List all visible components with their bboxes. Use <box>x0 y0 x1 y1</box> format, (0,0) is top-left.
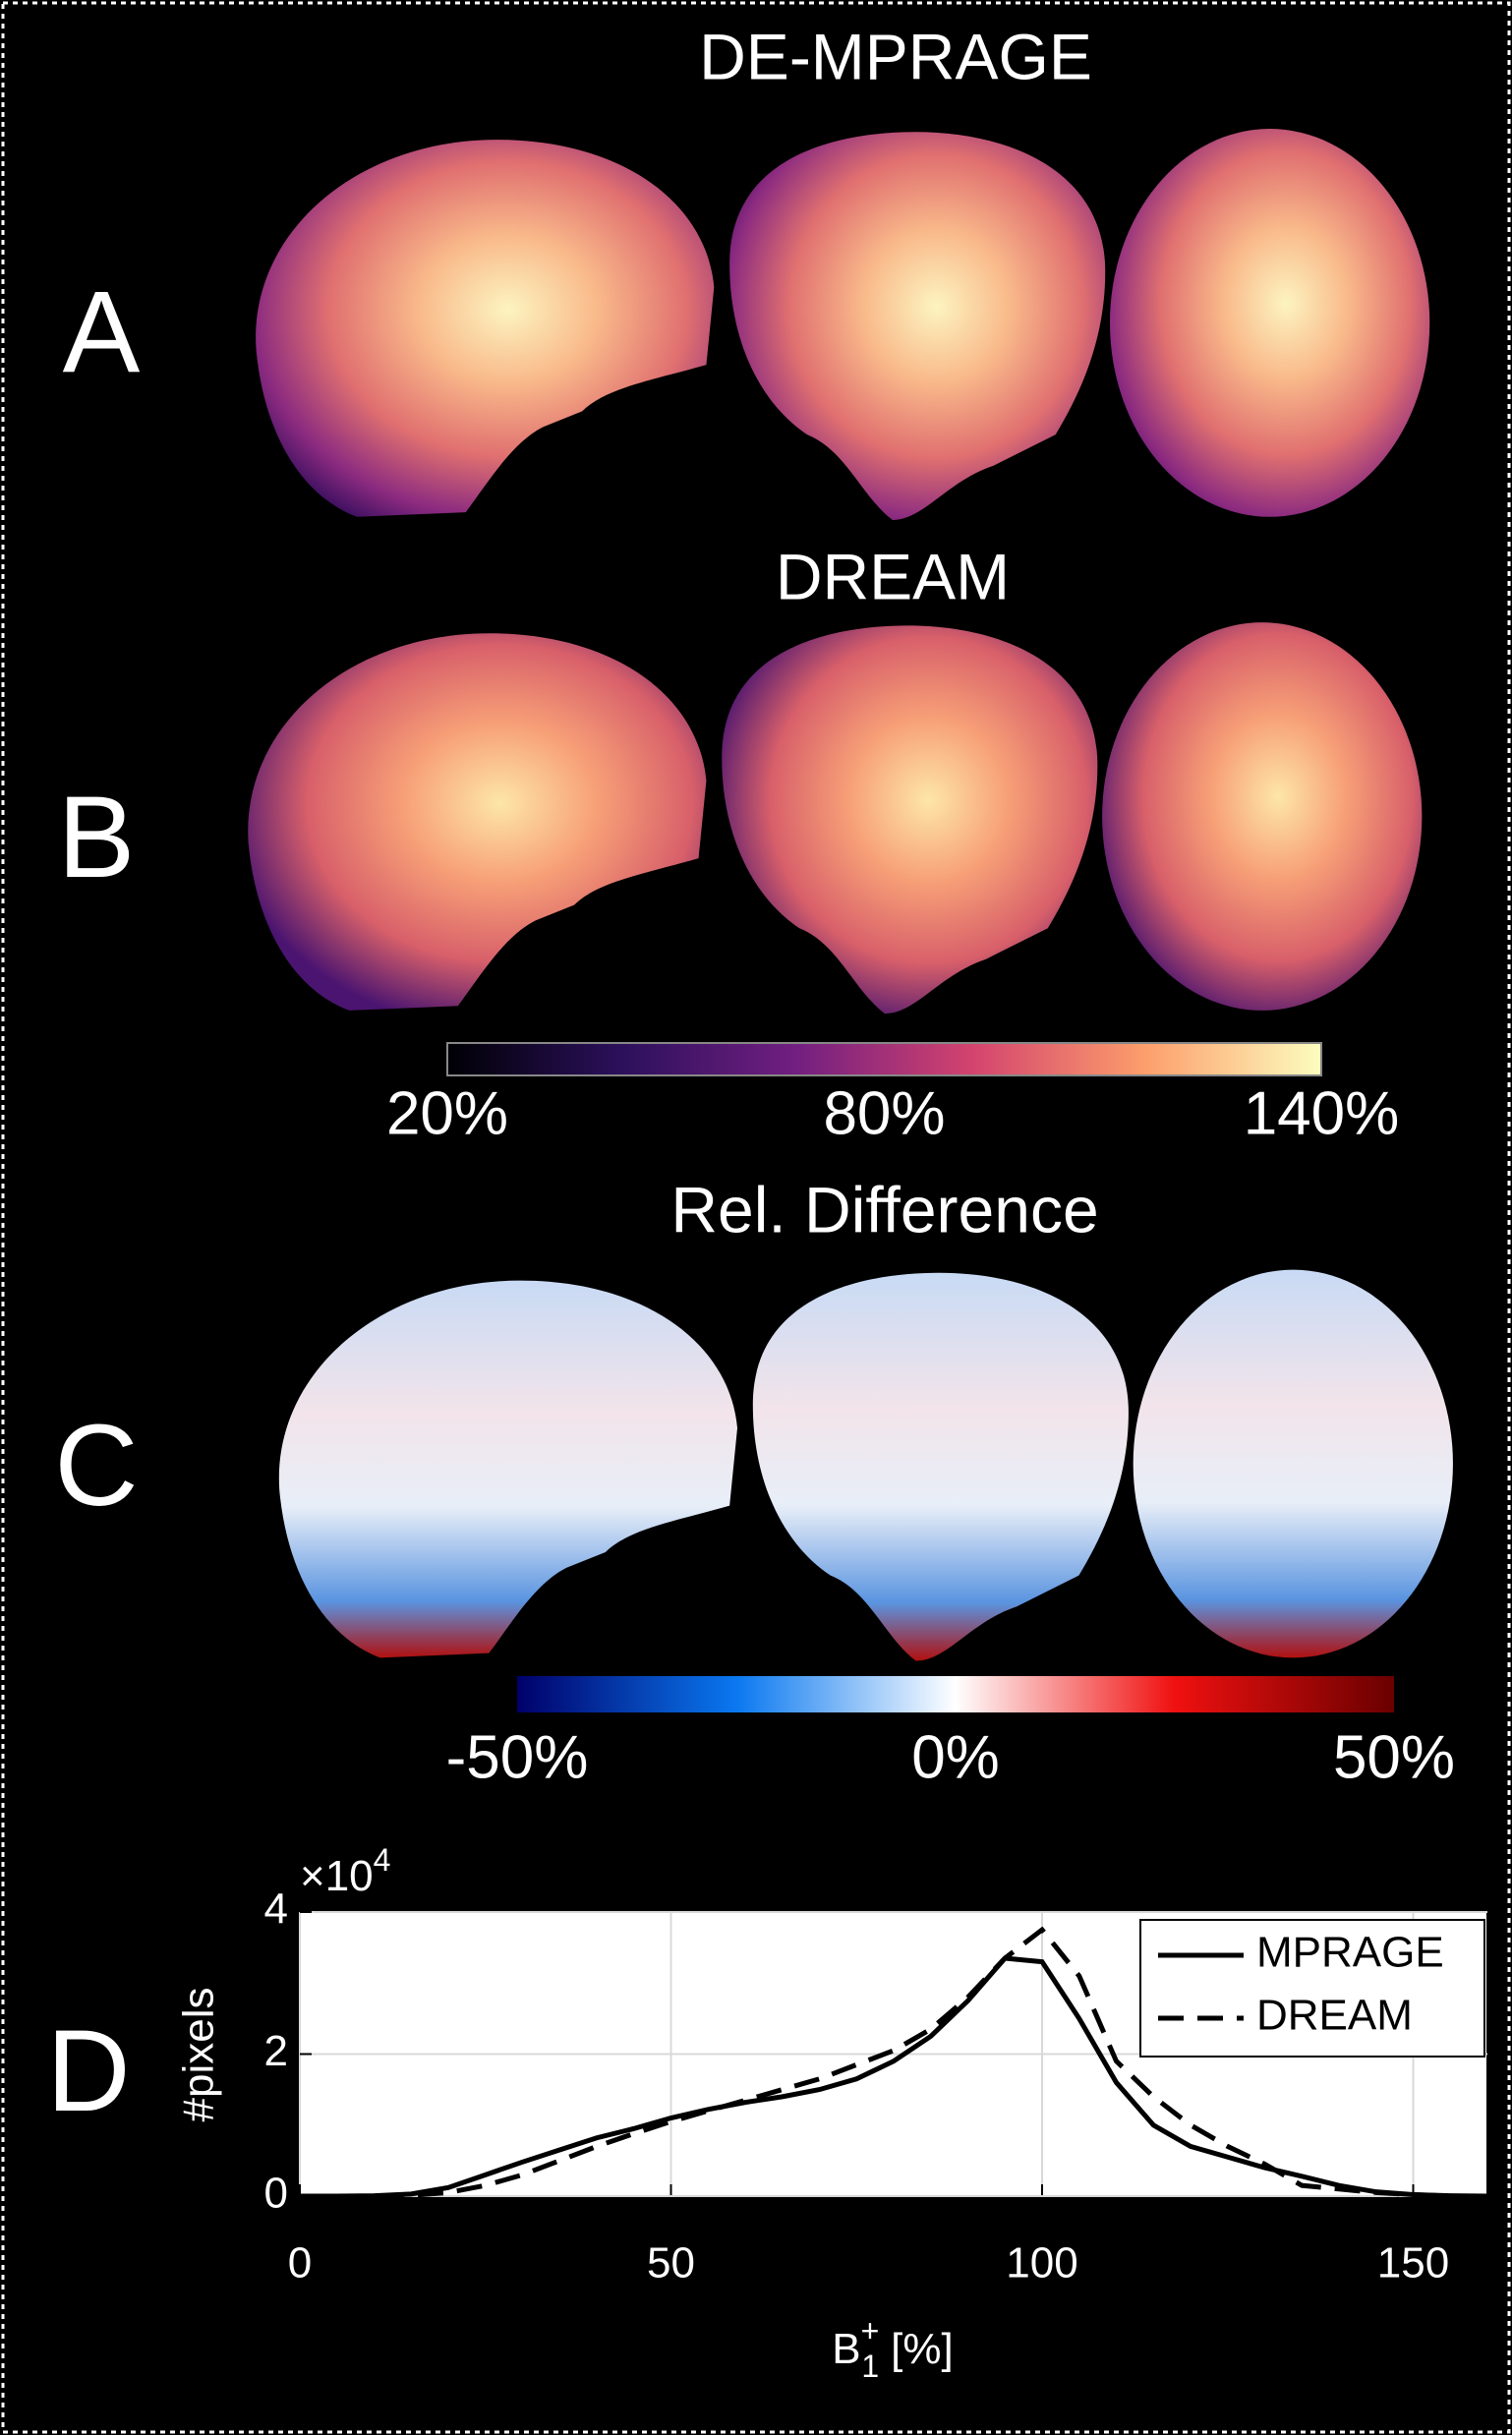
panel-label: B <box>58 773 136 902</box>
image-sagittal-a <box>256 140 715 517</box>
colorbar-tick-label: 80% <box>823 1079 945 1147</box>
colorbar-tick-label: 20% <box>386 1079 508 1147</box>
legend-label: MPRAGE <box>1256 1929 1444 1977</box>
colorbar <box>446 1042 1322 1076</box>
x-label-base: B <box>832 2325 860 2373</box>
image-axial-c <box>1133 1269 1453 1658</box>
image-title: DREAM <box>776 540 1010 612</box>
x-label-subscript: 1 <box>861 2348 879 2384</box>
legend-box <box>1139 1919 1485 2058</box>
image-sagittal-b <box>248 633 707 1011</box>
x-tick-label: 0 <box>288 2239 312 2288</box>
y-scale-exponent: 4 <box>374 1842 391 1878</box>
x-tick-label: 50 <box>647 2239 695 2288</box>
image-coronal-c <box>752 1272 1129 1661</box>
image-title: Rel. Difference <box>670 1173 1098 1246</box>
y-axis-label: #pixels <box>175 1988 223 2122</box>
colorbar <box>517 1676 1394 1712</box>
image-coronal-a <box>729 132 1106 520</box>
y-tick-label: 0 <box>264 2170 288 2218</box>
panel-label: D <box>46 2006 130 2136</box>
image-axial-b <box>1102 622 1423 1011</box>
y-tick-label: 4 <box>264 1885 288 1934</box>
colorbar-tick-label: -50% <box>446 1723 589 1791</box>
y-scale-label: ×104 <box>300 1842 390 1899</box>
image-sagittal-c <box>278 1280 738 1658</box>
brain-images <box>248 129 1453 1661</box>
y-tick-label: 2 <box>264 2027 288 2075</box>
image-title: DE-MPRAGE <box>699 20 1092 92</box>
x-axis-label: B+ 1 [%] <box>832 2313 953 2384</box>
image-coronal-b <box>722 625 1098 1015</box>
x-label-superscript: + <box>861 2313 880 2348</box>
x-tick-label: 100 <box>1006 2239 1077 2288</box>
x-tick-label: 150 <box>1377 2239 1449 2288</box>
series-line <box>300 1926 1487 2199</box>
colorbar-tick-label: 0% <box>911 1723 1000 1791</box>
legend-label: DREAM <box>1256 1992 1413 2040</box>
image-axial-a <box>1109 129 1430 517</box>
x-label-unit: [%] <box>891 2325 954 2373</box>
y-scale-base: ×10 <box>300 1852 374 1900</box>
colorbar-tick-label: 140% <box>1244 1079 1400 1147</box>
panel-label: A <box>63 267 141 397</box>
series-line <box>300 1955 1488 2199</box>
panel-label: C <box>54 1401 138 1531</box>
colorbar-tick-label: 50% <box>1333 1723 1455 1791</box>
